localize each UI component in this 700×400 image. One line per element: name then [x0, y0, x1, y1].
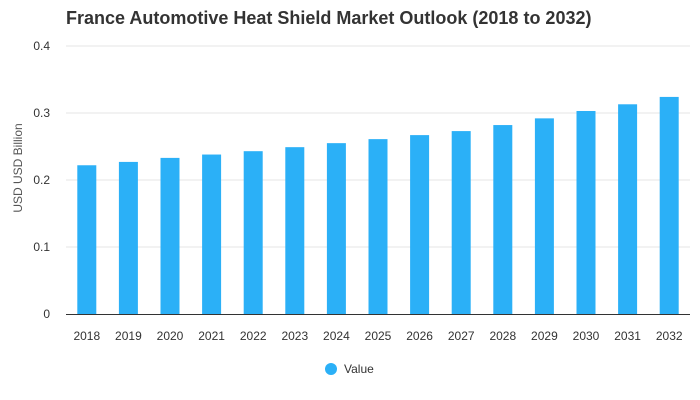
y-tick-label: 0.4 — [33, 39, 50, 53]
x-tick-label: 2032 — [656, 329, 683, 343]
y-axis-title: USD USD Billion — [11, 123, 25, 212]
x-tick-label: 2028 — [489, 329, 516, 343]
x-tick-label: 2031 — [614, 329, 641, 343]
x-tick-label: 2018 — [73, 329, 100, 343]
x-tick-label: 2027 — [448, 329, 475, 343]
bar-2028[interactable] — [493, 125, 513, 314]
x-tick-label: 2029 — [531, 329, 558, 343]
y-tick-label: 0.1 — [33, 240, 50, 254]
bar-2030[interactable] — [576, 110, 596, 315]
x-tick-label: 2026 — [406, 329, 433, 343]
bar-2029[interactable] — [534, 118, 554, 314]
bar-2022[interactable] — [243, 151, 263, 314]
chart-title: France Automotive Heat Shield Market Out… — [66, 8, 592, 28]
x-tick-label: 2023 — [281, 329, 308, 343]
x-tick-label: 2019 — [115, 329, 142, 343]
bar-2019[interactable] — [118, 161, 138, 314]
bar-2025[interactable] — [368, 139, 388, 314]
bar-2021[interactable] — [202, 154, 222, 314]
x-tick-label: 2024 — [323, 329, 350, 343]
y-tick-label: 0.2 — [33, 173, 50, 187]
bar-2031[interactable] — [618, 104, 638, 314]
bar-2020[interactable] — [160, 157, 180, 314]
bar-2023[interactable] — [285, 147, 305, 314]
legend-label-value[interactable]: Value — [344, 362, 374, 376]
bar-2018[interactable] — [77, 165, 97, 314]
x-tick-label: 2022 — [240, 329, 267, 343]
x-tick-label: 2025 — [365, 329, 392, 343]
x-tick-label: 2021 — [198, 329, 225, 343]
bar-2026[interactable] — [410, 135, 430, 314]
x-tick-label: 2030 — [573, 329, 600, 343]
y-tick-label: 0.3 — [33, 106, 50, 120]
bar-2024[interactable] — [326, 143, 346, 314]
bar-2027[interactable] — [451, 131, 471, 314]
y-tick-label: 0 — [43, 307, 50, 321]
bar-2032[interactable] — [659, 96, 679, 314]
x-tick-label: 2020 — [157, 329, 184, 343]
legend-marker — [325, 363, 337, 375]
